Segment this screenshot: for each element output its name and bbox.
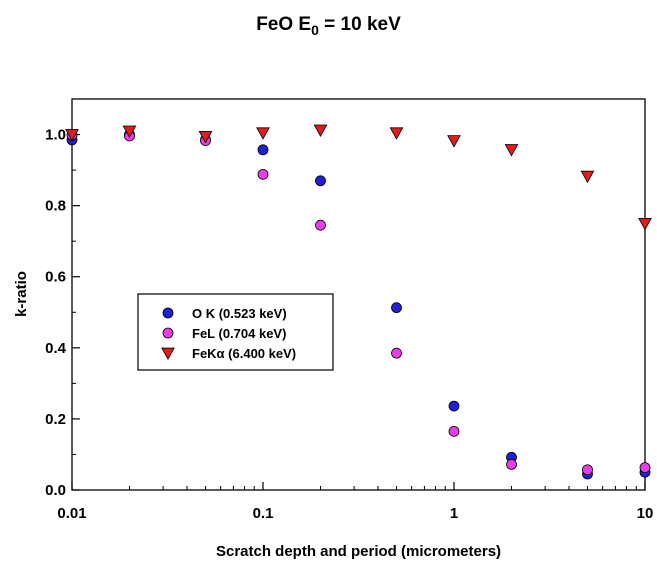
chart-title-main: FeO E xyxy=(256,14,312,35)
data-point xyxy=(391,302,402,314)
data-point xyxy=(504,144,519,157)
data-point xyxy=(391,347,402,359)
data-point xyxy=(257,144,269,156)
legend-marker xyxy=(161,347,175,361)
y-axis-label: k-ratio xyxy=(13,271,30,317)
data-point xyxy=(65,129,79,142)
y-tick-label: 0.4 xyxy=(45,340,67,357)
legend-label: O K (0.523 keV) xyxy=(192,306,287,321)
data-point xyxy=(315,219,326,231)
data-point xyxy=(506,459,517,470)
x-tick-label: 1 xyxy=(450,505,458,522)
x-tick-label: 10 xyxy=(637,505,654,522)
data-points xyxy=(65,124,652,480)
x-axis-label: Scratch depth and period (micrometers) xyxy=(216,543,501,560)
plot-frame xyxy=(71,98,646,491)
data-point xyxy=(313,124,328,137)
data-point xyxy=(315,175,326,187)
data-point xyxy=(580,170,595,184)
data-point xyxy=(122,125,137,139)
legend-label: FeL (0.704 keV) xyxy=(192,326,286,341)
data-point xyxy=(639,462,651,474)
x-axis-ticks: 0.01 0.1 1 10 xyxy=(57,482,653,522)
y-tick-label: 0.8 xyxy=(45,198,66,215)
legend: O K (0.523 keV) FeL (0.704 keV) FeKα (6.40… xyxy=(137,293,334,371)
data-point xyxy=(448,425,460,437)
y-tick-label: 0.2 xyxy=(45,411,66,428)
data-point xyxy=(198,130,213,144)
chart-title: FeO E0 = 10 keV xyxy=(0,14,657,38)
y-tick-label: 0.6 xyxy=(45,269,66,286)
legend-label: FeKα (6.400 keV) xyxy=(192,346,296,361)
legend-marker xyxy=(162,307,174,319)
chart-title-subscript: 0 xyxy=(311,22,319,38)
data-point xyxy=(447,135,461,148)
data-point xyxy=(389,127,404,140)
y-tick-label: 0.0 xyxy=(45,482,66,499)
data-point xyxy=(257,168,269,180)
x-tick-label: 0.01 xyxy=(57,505,86,522)
y-tick-label: 1.0 xyxy=(45,127,66,144)
data-point xyxy=(638,218,652,231)
y-axis-ticks: 0.0 0.2 0.4 0.6 0.8 1.0 xyxy=(45,98,80,499)
chart-title-rest: = 10 keV xyxy=(318,14,401,35)
legend-marker xyxy=(162,327,174,339)
data-point xyxy=(582,464,593,476)
x-tick-label: 0.1 xyxy=(253,505,274,522)
series-2 xyxy=(65,124,652,231)
data-point xyxy=(256,127,270,140)
data-point xyxy=(448,400,460,412)
